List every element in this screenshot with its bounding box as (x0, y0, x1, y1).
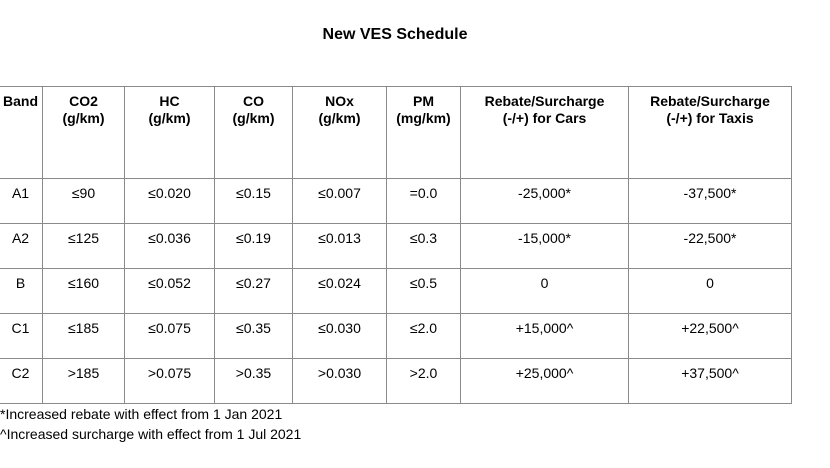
cell-band: C2 (0, 358, 43, 404)
header-rebate-taxis: Rebate/Surcharge (-/+) for Taxis (628, 86, 792, 179)
cell-band: A2 (0, 223, 43, 269)
table-row: A1 ≤90 ≤0.020 ≤0.15 ≤0.007 =0.0 -25,000*… (0, 178, 792, 224)
header-band: Band (0, 86, 43, 179)
cell-rebate-taxis: +22,500^ (628, 313, 792, 359)
cell-band: C1 (0, 313, 43, 359)
cell-co: ≤0.27 (214, 268, 293, 314)
cell-co2: ≤160 (42, 268, 125, 314)
cell-nox: >0.030 (292, 358, 387, 404)
table-row: A2 ≤125 ≤0.036 ≤0.19 ≤0.013 ≤0.3 -15,000… (0, 223, 792, 269)
cell-pm: =0.0 (386, 178, 461, 224)
cell-rebate-taxis: 0 (628, 268, 792, 314)
cell-hc: ≤0.052 (124, 268, 215, 314)
cell-rebate-cars: +25,000^ (460, 358, 629, 404)
cell-nox: ≤0.013 (292, 223, 387, 269)
cell-rebate-taxis: +37,500^ (628, 358, 792, 404)
cell-hc: >0.075 (124, 358, 215, 404)
cell-rebate-cars: 0 (460, 268, 629, 314)
page-title: New VES Schedule (322, 26, 468, 43)
header-pm: PM (mg/km) (386, 86, 461, 179)
cell-co: ≤0.19 (214, 223, 293, 269)
table-row: B ≤160 ≤0.052 ≤0.27 ≤0.024 ≤0.5 0 0 (0, 268, 792, 314)
footnote-rebate: *Increased rebate with effect from 1 Jan… (0, 406, 283, 422)
cell-rebate-taxis: -37,500* (628, 178, 792, 224)
footnotes: *Increased rebate with effect from 1 Jan… (0, 404, 301, 444)
cell-pm: ≤0.5 (386, 268, 461, 314)
cell-rebate-cars: -25,000* (460, 178, 629, 224)
header-hc: HC (g/km) (124, 86, 215, 179)
cell-rebate-cars: -15,000* (460, 223, 629, 269)
footnote-surcharge: ^Increased surcharge with effect from 1 … (0, 426, 302, 442)
ves-schedule-table: Band CO2 (g/km) HC (g/km) CO (g/km) NOx (g/k… (0, 86, 792, 404)
cell-co: >0.35 (214, 358, 293, 404)
cell-band: B (0, 268, 43, 314)
cell-co: ≤0.35 (214, 313, 293, 359)
header-co2: CO2 (g/km) (42, 86, 125, 179)
cell-pm: ≤0.3 (386, 223, 461, 269)
cell-co: ≤0.15 (214, 178, 293, 224)
cell-nox: ≤0.030 (292, 313, 387, 359)
cell-co2: ≤185 (42, 313, 125, 359)
cell-co2: ≤90 (42, 178, 125, 224)
cell-band: A1 (0, 178, 43, 224)
table-row: C1 ≤185 ≤0.075 ≤0.35 ≤0.030 ≤2.0 +15,000… (0, 313, 792, 359)
cell-co2: ≤125 (42, 223, 125, 269)
cell-nox: ≤0.007 (292, 178, 387, 224)
header-co: CO (g/km) (214, 86, 293, 179)
table-header-row: Band CO2 (g/km) HC (g/km) CO (g/km) NOx (g/k… (0, 86, 792, 179)
cell-rebate-taxis: -22,500* (628, 223, 792, 269)
cell-nox: ≤0.024 (292, 268, 387, 314)
header-nox: NOx (g/km) (292, 86, 387, 179)
cell-hc: ≤0.036 (124, 223, 215, 269)
cell-hc: ≤0.020 (124, 178, 215, 224)
cell-pm: ≤2.0 (386, 313, 461, 359)
cell-co2: >185 (42, 358, 125, 404)
header-rebate-cars: Rebate/Surcharge (-/+) for Cars (460, 86, 629, 179)
cell-hc: ≤0.075 (124, 313, 215, 359)
table-row: C2 >185 >0.075 >0.35 >0.030 >2.0 +25,000… (0, 358, 792, 404)
cell-pm: >2.0 (386, 358, 461, 404)
cell-rebate-cars: +15,000^ (460, 313, 629, 359)
